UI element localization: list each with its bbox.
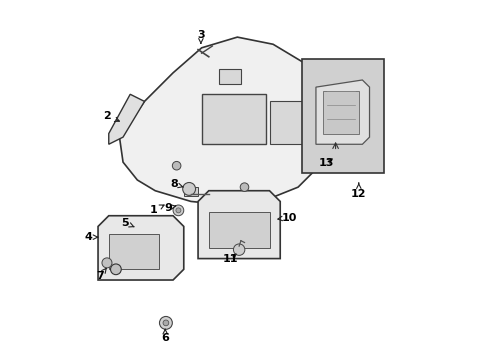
PathPatch shape bbox=[98, 216, 183, 280]
Bar bbox=[183, 187, 198, 196]
PathPatch shape bbox=[119, 37, 329, 205]
Text: 13: 13 bbox=[318, 158, 333, 168]
Circle shape bbox=[176, 208, 181, 213]
Circle shape bbox=[159, 316, 172, 329]
Bar bbox=[108, 234, 159, 269]
PathPatch shape bbox=[108, 94, 144, 144]
Text: 8: 8 bbox=[170, 179, 183, 189]
Bar bbox=[323, 91, 358, 134]
Circle shape bbox=[233, 244, 244, 255]
Text: 7: 7 bbox=[96, 268, 106, 282]
Text: 2: 2 bbox=[103, 111, 119, 121]
Text: 10: 10 bbox=[277, 212, 296, 222]
PathPatch shape bbox=[198, 191, 280, 258]
Circle shape bbox=[102, 258, 112, 268]
Bar bbox=[269, 102, 305, 144]
Text: 11: 11 bbox=[223, 253, 238, 264]
Text: 4: 4 bbox=[84, 232, 98, 242]
Circle shape bbox=[240, 183, 248, 192]
Bar bbox=[201, 94, 265, 144]
Text: 9: 9 bbox=[164, 203, 175, 212]
Text: 12: 12 bbox=[350, 183, 366, 199]
Circle shape bbox=[183, 183, 195, 195]
Circle shape bbox=[163, 320, 168, 326]
Text: 6: 6 bbox=[161, 329, 169, 343]
Circle shape bbox=[172, 161, 181, 170]
Bar bbox=[208, 212, 269, 248]
Bar bbox=[219, 69, 241, 84]
PathPatch shape bbox=[315, 80, 369, 144]
Circle shape bbox=[110, 264, 121, 275]
Text: 1: 1 bbox=[149, 205, 164, 215]
Text: 5: 5 bbox=[121, 218, 134, 228]
Bar bbox=[301, 59, 383, 173]
Text: 3: 3 bbox=[197, 30, 204, 43]
Circle shape bbox=[173, 205, 183, 216]
